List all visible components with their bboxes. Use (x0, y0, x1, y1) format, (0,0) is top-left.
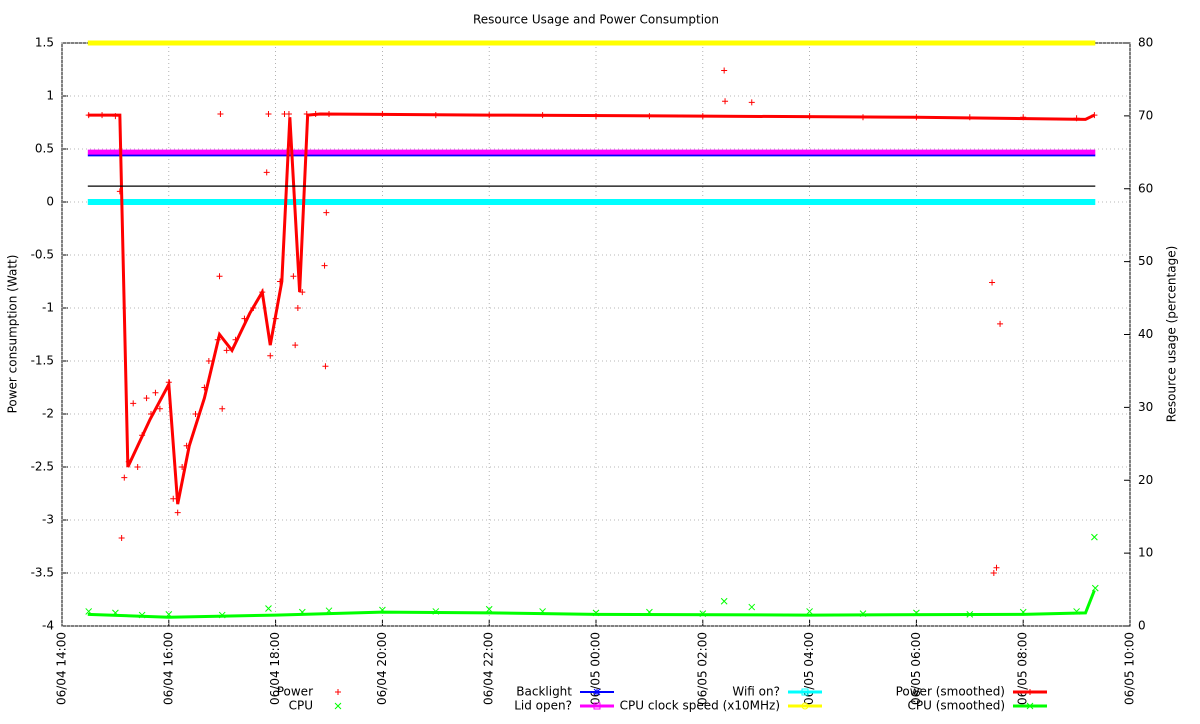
legend-label: Lid open? (514, 699, 572, 713)
point (118, 535, 125, 542)
x-tick-label: 06/04 18:00 (268, 632, 282, 705)
chart-title: Resource Usage and Power Consumption (473, 13, 719, 27)
legend-marker (335, 689, 341, 695)
point (265, 111, 272, 118)
point (290, 273, 297, 280)
y2-tick-label: 20 (1138, 473, 1153, 487)
x-tick-label: 06/05 08:00 (1016, 632, 1030, 705)
y-tick-label: -3 (42, 513, 54, 527)
legend-marker (593, 688, 601, 696)
y2-axis-label: Resource usage (percentage) (1165, 246, 1179, 423)
y2-tick-label: 0 (1138, 619, 1146, 633)
y2-tick-label: 30 (1138, 400, 1153, 414)
legend-marker (801, 688, 809, 696)
x-tick-label: 06/04 22:00 (482, 632, 496, 705)
y-tick-label: -0.5 (31, 248, 54, 262)
y2-tick-label: 60 (1138, 181, 1153, 195)
legend-marker (334, 702, 342, 710)
point (143, 395, 150, 402)
point (130, 400, 137, 407)
point (205, 358, 212, 364)
legend-marker (593, 702, 601, 710)
point (216, 273, 223, 280)
point (223, 347, 230, 354)
line (87, 589, 1096, 619)
point (174, 509, 181, 516)
y2-tick-label: 10 (1138, 546, 1153, 560)
point (292, 342, 299, 349)
x-tick-label: 06/05 00:00 (589, 632, 603, 705)
point (997, 320, 1004, 327)
point (170, 495, 177, 502)
point (748, 603, 756, 611)
point (265, 605, 272, 612)
point (267, 352, 274, 359)
legend-label: Wifi on? (732, 685, 780, 699)
legend-label: Power (277, 685, 313, 699)
point (993, 564, 1000, 571)
x-tick-label: 06/05 10:00 (1123, 632, 1137, 705)
y-tick-label: 0.5 (35, 142, 54, 156)
point (322, 363, 329, 370)
y-tick-label: -1 (42, 301, 54, 315)
point (121, 474, 128, 481)
x-tick-label: 06/05 06:00 (909, 632, 923, 705)
y-tick-label: 1 (46, 89, 54, 103)
point (720, 597, 728, 605)
x-tick-label: 06/05 04:00 (802, 632, 816, 705)
point (152, 389, 159, 396)
x-tick-label: 06/04 16:00 (161, 632, 175, 705)
x-tick-label: 06/04 14:00 (55, 632, 69, 705)
x-tick-label: 06/05 02:00 (695, 632, 709, 705)
point (722, 98, 729, 105)
point (192, 411, 199, 417)
point (990, 570, 997, 576)
point (217, 111, 224, 118)
point (219, 405, 226, 412)
y2-tick-label: 50 (1138, 254, 1153, 268)
legend-label: Backlight (516, 685, 572, 699)
y-axis-label: Power consumption (Watt) (6, 255, 20, 414)
point (323, 209, 330, 216)
point (263, 169, 270, 176)
legend-label: CPU clock speed (x10MHz) (620, 699, 780, 713)
point (748, 99, 755, 106)
line (87, 112, 1096, 505)
legend-marker (1027, 689, 1033, 695)
y-tick-label: -3.5 (31, 566, 54, 580)
y-tick-label: -4 (42, 619, 54, 633)
legend-marker (801, 702, 809, 710)
x-tick-label: 06/04 20:00 (375, 632, 389, 705)
point (485, 605, 493, 613)
point (806, 608, 813, 615)
legend-label: CPU (smoothed) (907, 699, 1005, 713)
legend-label: Power (smoothed) (896, 685, 1005, 699)
y2-tick-label: 40 (1138, 327, 1153, 341)
y-tick-label: 0 (46, 195, 54, 209)
legend-label: CPU (289, 699, 313, 713)
point (1091, 533, 1098, 541)
point (156, 405, 163, 412)
y-tick-label: -1.5 (31, 354, 54, 368)
y-tick-label: 1.5 (35, 36, 54, 50)
y2-tick-label: 80 (1138, 36, 1153, 50)
plot-frame (61, 42, 1131, 627)
point (321, 262, 328, 269)
point (285, 111, 292, 118)
point (721, 67, 728, 74)
legend-marker (1026, 702, 1034, 710)
y2-tick-label: 70 (1138, 108, 1153, 122)
point (134, 464, 141, 470)
point (989, 279, 996, 286)
y-tick-label: -2.5 (31, 460, 54, 474)
y-tick-label: -2 (42, 407, 54, 421)
point (294, 305, 301, 311)
